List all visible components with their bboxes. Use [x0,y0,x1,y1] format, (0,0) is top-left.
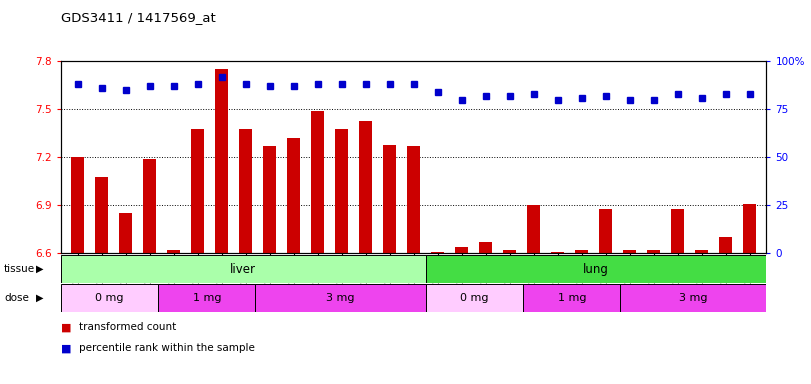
Text: tissue: tissue [4,264,35,274]
Bar [647,250,660,253]
Bar [359,121,372,253]
Text: 0 mg: 0 mg [460,293,489,303]
Text: 3 mg: 3 mg [679,293,708,303]
Bar [287,138,300,253]
Bar [61,284,158,312]
Bar [503,250,517,253]
Bar [623,250,636,253]
Bar [239,129,252,253]
Bar [71,157,84,253]
Bar [215,70,228,253]
Bar [426,255,766,283]
Text: ▶: ▶ [36,264,43,274]
Bar [335,129,348,253]
Text: liver: liver [230,263,256,276]
Bar [191,129,204,253]
Bar [620,284,766,312]
Bar [255,284,426,312]
Bar [263,146,277,253]
Bar [311,111,324,253]
Bar [599,209,612,253]
Bar [719,237,732,253]
Bar [455,247,468,253]
Text: dose: dose [4,293,29,303]
Bar [143,159,157,253]
Bar [119,214,132,253]
Text: 1 mg: 1 mg [192,293,221,303]
Text: ■: ■ [61,343,71,353]
Bar [743,204,756,253]
Bar [158,284,255,312]
Bar [479,242,492,253]
Bar [431,252,444,253]
Bar [167,250,180,253]
Text: ■: ■ [61,322,71,332]
Bar [426,284,523,312]
Bar [95,177,108,253]
Text: percentile rank within the sample: percentile rank within the sample [79,343,255,353]
Text: 3 mg: 3 mg [326,293,355,303]
Bar [383,145,397,253]
Bar [671,209,684,253]
Text: GDS3411 / 1417569_at: GDS3411 / 1417569_at [61,12,216,25]
Text: 0 mg: 0 mg [95,293,124,303]
Bar [695,250,708,253]
Bar [575,250,588,253]
Bar [527,205,540,253]
Text: ▶: ▶ [36,293,43,303]
Bar [551,252,564,253]
Text: transformed count: transformed count [79,322,176,332]
Text: lung: lung [583,263,609,276]
Text: 1 mg: 1 mg [557,293,586,303]
Bar [61,255,426,283]
Bar [523,284,620,312]
Bar [407,146,420,253]
